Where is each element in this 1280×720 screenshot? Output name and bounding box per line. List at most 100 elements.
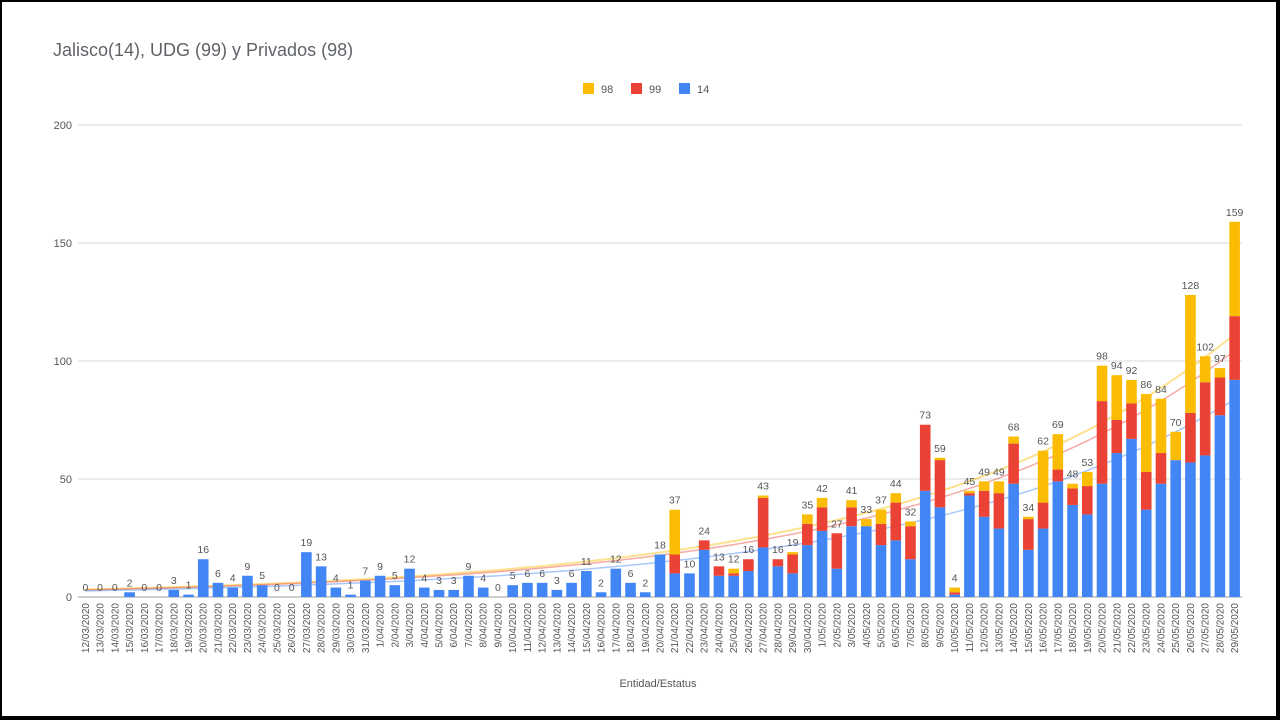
bar-segment-99 (831, 533, 843, 569)
bar-segment-14 (477, 587, 489, 597)
data-label: 84 (1155, 384, 1167, 396)
bar-segment-14 (1067, 504, 1078, 597)
bar-segment-14 (1140, 509, 1152, 597)
bar-segment-98 (787, 552, 798, 555)
data-label: 16 (772, 544, 784, 556)
data-label: 19 (787, 537, 799, 549)
data-label: 19 (301, 537, 313, 549)
bar-segment-98 (890, 493, 902, 503)
bar-segment-98 (1140, 394, 1152, 472)
x-tick-label: 23/04/2020 (700, 603, 711, 653)
bar-segment-99 (1096, 401, 1108, 484)
x-tick-label: 25/03/2020 (272, 603, 283, 653)
bar-segment-98 (816, 497, 828, 508)
data-label: 3 (171, 575, 177, 587)
x-tick-label: 18/03/2020 (169, 603, 180, 653)
y-tick-label: 100 (54, 356, 72, 368)
bar-segment-99 (728, 573, 739, 576)
data-label: 9 (377, 561, 383, 573)
x-tick-label: 9/05/2020 (935, 603, 946, 648)
bar-segment-14 (448, 589, 460, 597)
bar-segment-14 (315, 566, 327, 597)
x-tick-label: 17/04/2020 (611, 603, 622, 653)
bar-segment-14 (1081, 514, 1093, 597)
data-label: 4 (480, 573, 486, 585)
bar-segment-14 (1155, 483, 1167, 597)
x-tick-label: 27/04/2020 (759, 603, 770, 653)
data-label: 0 (156, 582, 162, 594)
x-tick-label: 31/03/2020 (361, 603, 372, 653)
x-tick-label: 18/05/2020 (1068, 603, 1079, 653)
x-tick-label: 14/03/2020 (110, 603, 121, 653)
bar-segment-14 (433, 589, 445, 597)
bar-segment-98 (949, 587, 960, 593)
bar-segment-99 (846, 507, 857, 527)
data-label: 27 (831, 518, 843, 530)
x-tick-label: 24/03/2020 (258, 603, 269, 653)
x-tick-label: 6/05/2020 (891, 603, 902, 648)
y-tick-label: 0 (66, 592, 72, 604)
bar-segment-14 (1185, 462, 1196, 597)
x-tick-label: 20/04/2020 (656, 603, 667, 653)
bar-segment-98 (905, 521, 916, 527)
bar-segment-14 (1170, 460, 1182, 597)
data-label: 33 (860, 504, 872, 516)
x-tick-label: 29/03/2020 (331, 603, 342, 653)
bar-segment-98 (978, 481, 990, 491)
bar-segment-14 (684, 573, 695, 597)
bar-segment-98 (669, 509, 681, 555)
bar-segment-14 (625, 582, 636, 597)
bar-segment-99 (1111, 420, 1123, 454)
data-label: 5 (259, 570, 265, 582)
data-label: 42 (816, 483, 828, 495)
bar-segment-14 (227, 587, 239, 597)
bar-segment-14 (507, 585, 518, 597)
data-label: 68 (1008, 422, 1020, 434)
bar-segment-99 (1037, 502, 1049, 529)
x-tick-label: 16/05/2020 (1039, 603, 1050, 653)
bar-segment-98 (1170, 431, 1182, 461)
data-label: 0 (97, 582, 103, 594)
data-label: 102 (1196, 341, 1214, 353)
bar-segment-14 (831, 568, 843, 597)
bar-segment-14 (919, 490, 931, 597)
bar-segment-98 (1155, 398, 1167, 454)
data-label: 6 (215, 568, 221, 580)
data-label: 159 (1226, 207, 1244, 219)
bar-segment-99 (1052, 469, 1064, 482)
x-tick-label: 4/05/2020 (862, 603, 873, 648)
data-label: 6 (628, 568, 634, 580)
bar-segment-98 (1008, 436, 1019, 444)
x-tick-label: 14/04/2020 (567, 603, 578, 653)
x-tick-label: 19/03/2020 (184, 603, 195, 653)
bar-segment-98 (1199, 356, 1211, 383)
data-label: 37 (669, 495, 681, 507)
bar-segment-99 (757, 497, 769, 548)
x-tick-label: 29/04/2020 (788, 603, 799, 653)
bar-segment-99 (1140, 471, 1152, 510)
bar-segment-99 (787, 554, 798, 574)
bar-segment-14 (1111, 453, 1123, 597)
bar-segment-99 (743, 559, 754, 572)
bar-segment-98 (1214, 368, 1226, 378)
bar-segment-99 (713, 566, 725, 576)
bar-segment-99 (816, 507, 828, 531)
bar-segment-99 (875, 523, 887, 546)
x-tick-label: 13/05/2020 (994, 603, 1005, 653)
bar-segment-14 (772, 566, 784, 597)
bar-segment-99 (993, 493, 1005, 529)
x-tick-label: 2/04/2020 (390, 603, 401, 648)
bar-segment-14 (389, 585, 401, 597)
bar-segment-14 (197, 559, 209, 597)
data-label: 37 (875, 495, 887, 507)
x-tick-label: 15/03/2020 (125, 603, 136, 653)
bar-segment-14 (242, 575, 253, 597)
bar-segment-99 (1008, 443, 1019, 484)
data-label: 49 (978, 466, 990, 478)
data-label: 6 (539, 568, 545, 580)
x-tick-label: 2/05/2020 (832, 603, 843, 648)
bar-segment-99 (949, 592, 960, 595)
bar-segment-99 (802, 523, 813, 546)
x-tick-label: 1/04/2020 (376, 603, 387, 648)
